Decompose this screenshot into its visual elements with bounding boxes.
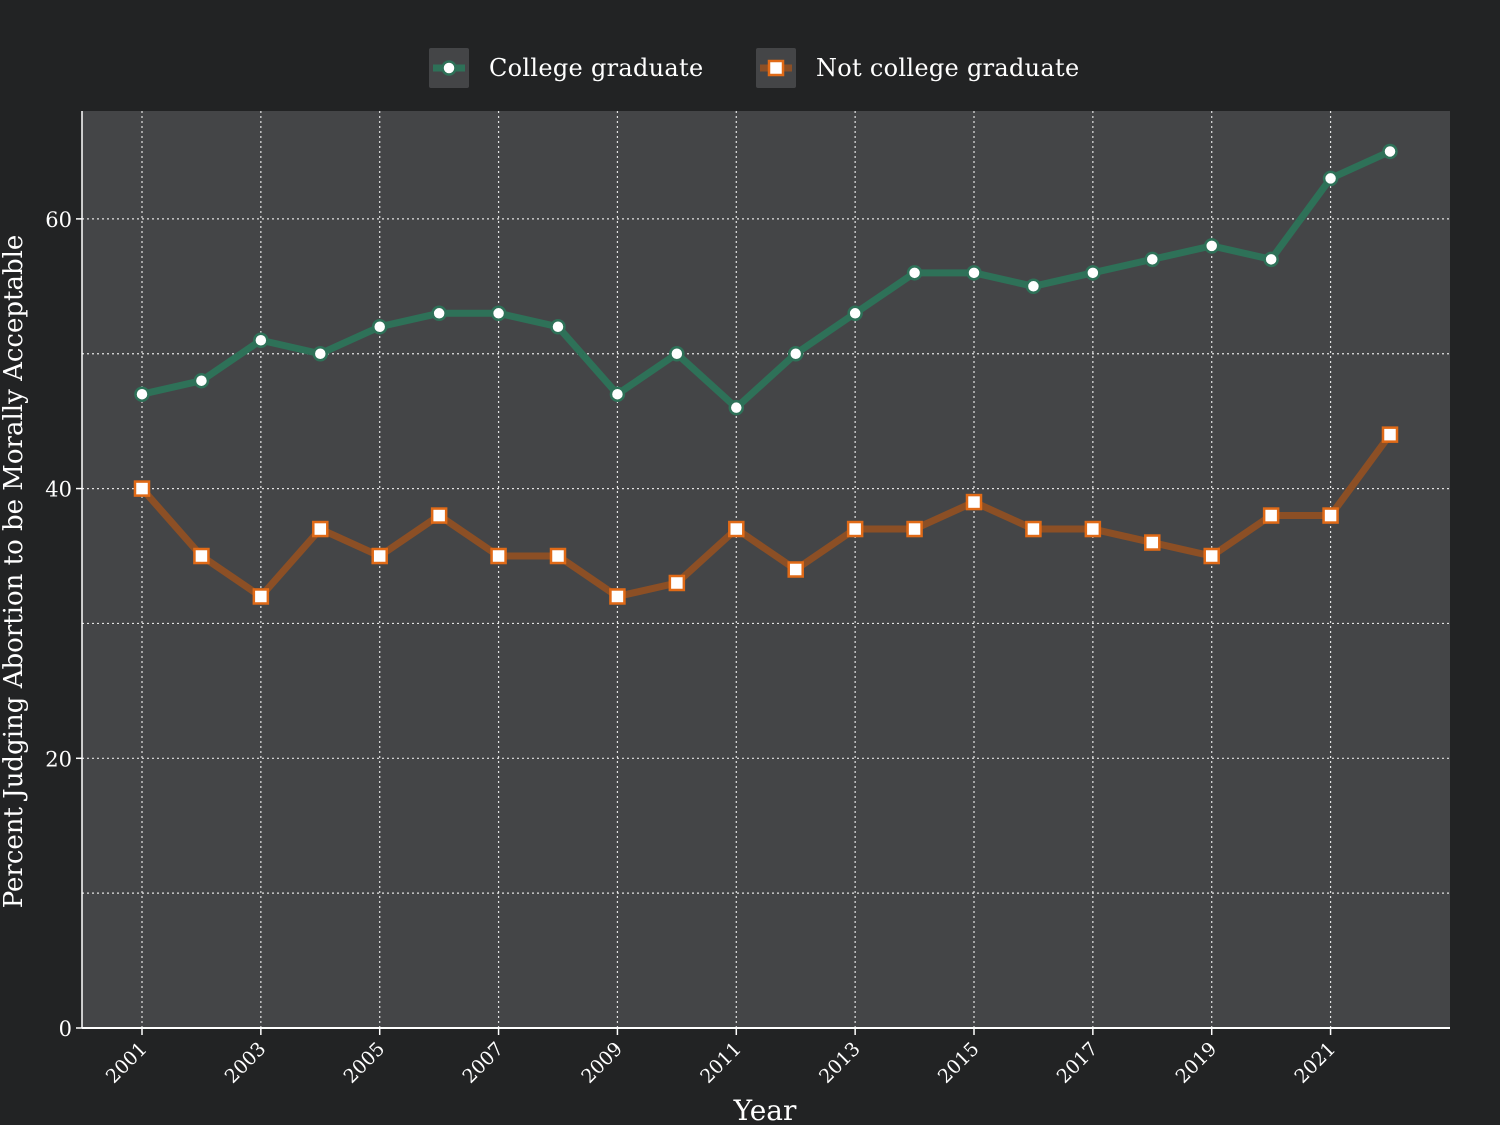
circle-marker-icon	[433, 60, 465, 76]
x-tick-label: 2021	[1290, 1038, 1340, 1088]
y-tick-label: 0	[59, 1017, 72, 1041]
data-point	[609, 588, 626, 605]
data-point	[1381, 426, 1399, 443]
data-point	[1262, 507, 1280, 524]
data-point	[966, 265, 982, 281]
data-point	[1144, 251, 1161, 268]
data-point	[430, 507, 448, 524]
data-point	[668, 574, 686, 592]
data-point	[906, 265, 923, 281]
data-point	[1085, 265, 1101, 281]
data-point	[728, 399, 745, 416]
data-point	[1025, 520, 1042, 538]
data-point	[193, 372, 210, 389]
x-tick-label: 2015	[934, 1038, 984, 1088]
data-point	[371, 319, 388, 335]
data-point	[550, 319, 566, 335]
x-tick-label: 2001	[102, 1038, 152, 1088]
data-point	[490, 547, 507, 565]
y-tick-label: 60	[45, 208, 72, 232]
x-tick-label: 2009	[577, 1038, 627, 1088]
data-point	[1203, 238, 1220, 254]
x-tick-label: 2017	[1053, 1038, 1103, 1088]
data-point	[1025, 278, 1042, 295]
data-point	[1084, 520, 1102, 538]
data-point	[1322, 170, 1339, 187]
legend: College graduate Not college graduate	[0, 47, 1500, 89]
y-axis-label: Percent Judging Abortion to be Morally A…	[0, 235, 29, 909]
data-point	[252, 588, 270, 605]
data-point	[846, 520, 864, 538]
data-point	[669, 345, 685, 362]
x-tick-label: 2011	[696, 1038, 746, 1088]
data-point	[253, 332, 269, 348]
x-tick-label: 2003	[221, 1038, 271, 1088]
y-tick-label: 40	[45, 478, 72, 502]
data-point	[609, 386, 626, 402]
data-point	[312, 520, 329, 538]
data-point	[490, 305, 507, 322]
data-point	[312, 345, 329, 362]
x-tick-label: 2005	[339, 1038, 389, 1088]
legend-item-college: College graduate	[429, 47, 703, 89]
data-point	[906, 520, 923, 538]
plot-area	[82, 111, 1450, 1028]
legend-item-not-college: Not college graduate	[756, 47, 1079, 89]
data-point	[1382, 143, 1398, 160]
y-tick-label: 20	[45, 747, 72, 771]
data-point	[1322, 507, 1339, 524]
gridlines	[82, 111, 1450, 1028]
legend-swatch-college	[429, 48, 469, 88]
x-tick-label: 2019	[1171, 1038, 1221, 1088]
data-point	[549, 547, 567, 565]
legend-swatch-not-college	[756, 48, 796, 88]
data-point	[728, 520, 745, 538]
series-group	[133, 143, 1399, 605]
series-line	[139, 432, 1393, 600]
data-point	[787, 561, 804, 578]
data-point	[134, 386, 150, 402]
legend-label-college: College graduate	[489, 54, 704, 82]
data-point	[431, 305, 447, 322]
legend-label-not-college: Not college graduate	[816, 54, 1080, 82]
data-point	[371, 547, 388, 565]
x-axis-label: Year	[733, 1094, 797, 1125]
data-point	[1263, 251, 1279, 268]
data-point	[193, 547, 210, 565]
square-marker-icon	[760, 59, 792, 77]
x-tick-label: 2013	[815, 1038, 865, 1088]
x-tick-label: 2007	[458, 1038, 508, 1088]
data-point	[1203, 547, 1220, 565]
data-point	[787, 345, 804, 362]
series-line	[141, 148, 1392, 412]
data-point	[847, 305, 863, 322]
data-point	[1144, 534, 1161, 551]
data-point	[965, 493, 983, 511]
data-point	[133, 480, 151, 497]
